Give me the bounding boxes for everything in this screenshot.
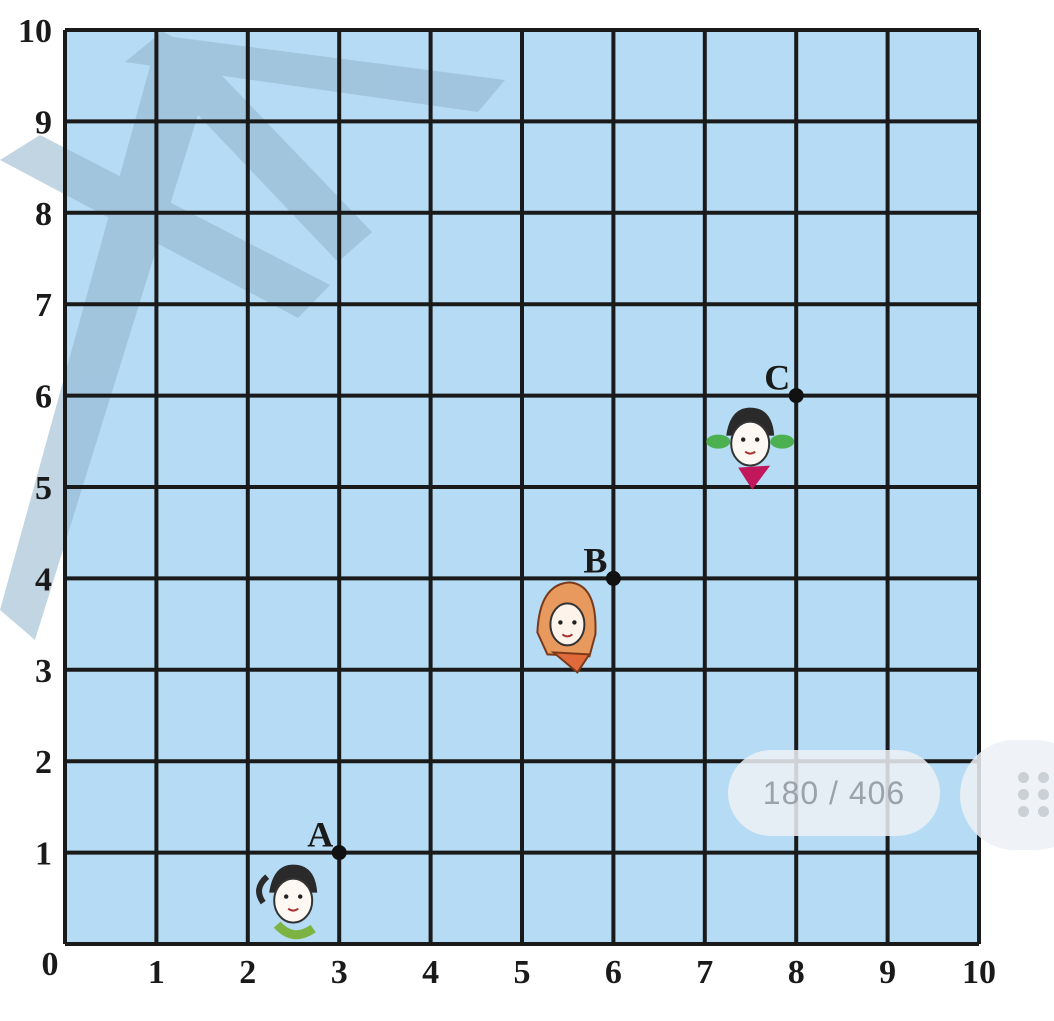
axis-ticks: 0 1 2 3 4 5 6 7 8 9 10 1 2 3 4 5 6 7 8 9 10 <box>18 13 996 991</box>
y-tick-label: 4 <box>35 561 52 598</box>
x-tick-label: 5 <box>514 954 531 991</box>
y-tick-label: 3 <box>35 653 52 690</box>
page-indicator: 180 / 406 <box>728 750 940 836</box>
figures <box>256 407 795 940</box>
point-c-label: C <box>764 358 790 398</box>
x-tick-label: 4 <box>422 954 439 991</box>
y-tick-label: 10 <box>18 13 52 50</box>
y-tick-label: 7 <box>35 287 52 324</box>
x-tick-label: 8 <box>788 954 805 991</box>
watermark-stroke <box>0 30 215 640</box>
x-tick-label: 2 <box>239 954 256 991</box>
point-b-marker <box>605 570 621 586</box>
grip-dots-icon[interactable] <box>1018 772 1052 818</box>
point-a-marker <box>331 845 347 861</box>
y-tick-label: 6 <box>35 379 52 416</box>
point-c-marker <box>788 388 804 404</box>
girl-with-pigtails-icon <box>706 407 795 490</box>
girl-with-ponytail-icon <box>256 864 318 940</box>
y-tick-label: 8 <box>35 196 52 233</box>
x-tick-label: 3 <box>331 954 348 991</box>
grid-lines <box>63 28 981 946</box>
x-tick-label: 7 <box>696 954 713 991</box>
y-tick-label: 5 <box>35 470 52 507</box>
point-b-label: B <box>583 540 607 580</box>
x-tick-label: 0 <box>42 946 59 983</box>
girl-with-headscarf-icon <box>536 581 597 674</box>
point-a-label: A <box>307 815 333 855</box>
x-tick-label: 9 <box>879 954 896 991</box>
x-tick-label: 1 <box>148 954 165 991</box>
x-tick-label: 10 <box>962 954 996 991</box>
y-tick-label: 2 <box>35 744 52 781</box>
y-tick-label: 9 <box>35 104 52 141</box>
y-tick-label: 1 <box>35 836 52 873</box>
points: A B C <box>307 358 804 861</box>
watermark-stroke <box>125 35 505 112</box>
x-tick-label: 6 <box>605 954 622 991</box>
